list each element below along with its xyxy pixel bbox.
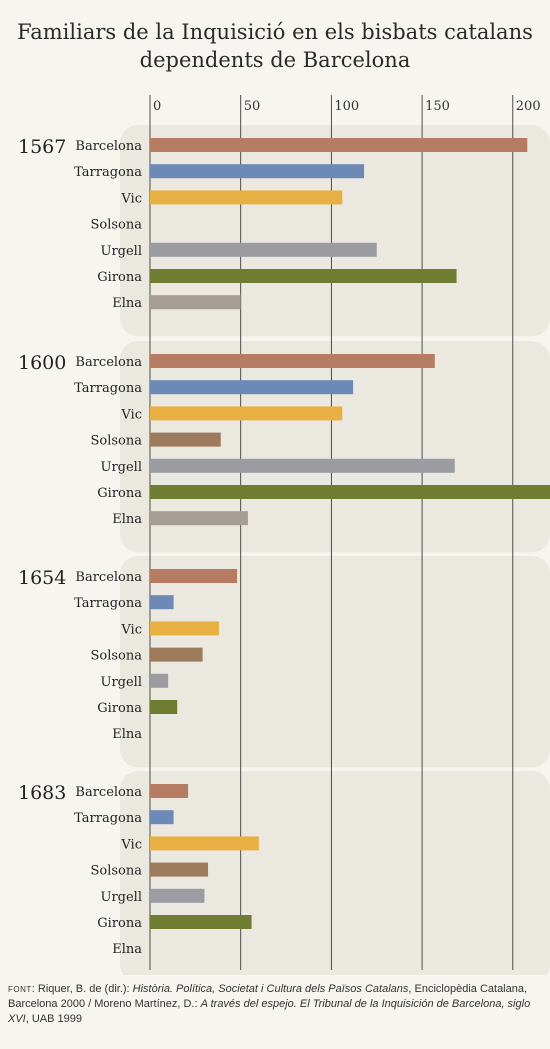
category-label: Barcelona (75, 139, 142, 154)
category-label: Tarragona (74, 596, 142, 611)
category-label: Girona (97, 701, 142, 716)
x-tick-label: 100 (334, 99, 359, 114)
category-label: Girona (97, 916, 142, 931)
chart-title-line-1: Familiars de la Inquisició en els bisbat… (17, 20, 533, 44)
year-label: 1683 (18, 782, 66, 804)
category-label: Tarragona (74, 165, 142, 180)
bar-1600-tarragona (150, 380, 354, 395)
bar-1567-elna (150, 295, 241, 310)
category-label: Urgell (100, 244, 142, 259)
category-label: Elna (112, 942, 142, 957)
category-label: Urgell (100, 675, 142, 690)
category-label: Vic (120, 622, 142, 637)
x-tick-label: 0 (153, 99, 161, 114)
category-label: Tarragona (74, 381, 142, 396)
bar-1567-urgell (150, 242, 377, 257)
bar-1600-solsona (150, 432, 221, 447)
bar-1683-solsona (150, 862, 209, 877)
bar-1654-tarragona (150, 595, 174, 610)
bar-1567-tarragona (150, 164, 365, 179)
bar-1683-tarragona (150, 810, 174, 825)
chart-title: Familiars de la Inquisició en els bisbat… (0, 18, 550, 74)
source-text-1: : Riquer, B. de (dir.): (31, 983, 133, 995)
year-label: 1600 (18, 352, 66, 374)
bar-1600-vic (150, 406, 343, 421)
year-labels: 1567 1600 1654 1683 (18, 136, 66, 804)
bar-1567-vic (150, 190, 343, 205)
category-label: Solsona (90, 434, 142, 449)
source-title-2: A través del espejo. El Tribunal de la I… (8, 998, 531, 1025)
bar-chart: 0 50 100 150 200 Barcelona Tarragona Vic Solson… (18, 95, 550, 975)
category-label: Vic (120, 837, 142, 852)
category-label: Solsona (90, 864, 142, 879)
category-label: Girona (97, 270, 142, 285)
category-label: Elna (112, 727, 142, 742)
x-tick-label: 50 (244, 99, 261, 114)
bars (150, 138, 550, 929)
category-labels: Barcelona Tarragona Vic Solsona Urgell Girona… (74, 139, 142, 957)
category-label: Vic (120, 407, 142, 422)
category-label: Elna (112, 296, 142, 311)
category-label: Tarragona (74, 811, 142, 826)
bar-1600-barcelona (150, 354, 435, 368)
bar-1654-girona (150, 700, 178, 714)
chart-title-line-2: dependents de Barcelona (139, 48, 411, 72)
bar-1683-barcelona (150, 784, 189, 798)
category-label: Barcelona (75, 785, 142, 800)
bar-1654-vic (150, 621, 219, 636)
category-label: Urgell (100, 890, 142, 905)
bar-1683-girona (150, 915, 252, 929)
category-label: Elna (112, 512, 142, 527)
category-label: Vic (120, 191, 142, 206)
bar-1567-barcelona (150, 138, 528, 152)
bar-1600-elna (150, 511, 248, 526)
source-note: font: Riquer, B. de (dir.): Història. Po… (8, 982, 542, 1027)
source-text-2: , Enciclopèdia Catalana, Barcelona 2000 … (8, 983, 528, 1010)
group-shading-1654 (120, 556, 550, 768)
x-tick-label: 200 (516, 99, 541, 114)
category-label: Urgell (100, 460, 142, 475)
x-axis-ticks: 0 50 100 150 200 (153, 99, 541, 114)
source-title-1: Història. Política, Societat i Cultura d… (132, 983, 409, 995)
bar-1567-girona (150, 269, 457, 283)
category-label: Barcelona (75, 570, 142, 585)
bar-1654-solsona (150, 647, 203, 662)
category-label: Solsona (90, 649, 142, 664)
category-label: Solsona (90, 218, 142, 233)
bar-1654-barcelona (150, 569, 238, 583)
bar-1683-vic (150, 836, 259, 851)
bar-1600-urgell (150, 458, 455, 473)
year-label: 1567 (18, 136, 66, 158)
bar-1654-urgell (150, 673, 169, 688)
bar-1600-girona (150, 485, 550, 499)
x-tick-label: 150 (425, 99, 450, 114)
bar-1683-urgell (150, 888, 205, 903)
source-label: font (8, 983, 32, 995)
category-label: Barcelona (75, 355, 142, 370)
category-label: Girona (97, 486, 142, 501)
source-text-3: , UAB 1999 (25, 1013, 82, 1025)
year-label: 1654 (18, 567, 66, 589)
